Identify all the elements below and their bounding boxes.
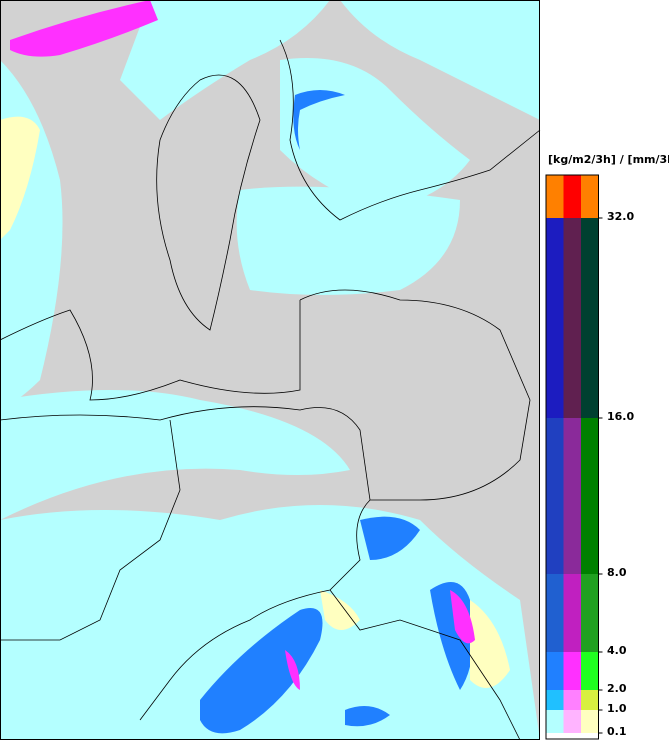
- area: [0, 505, 540, 740]
- colorbar-cell: [563, 690, 581, 710]
- colorbar-cell: [581, 175, 599, 218]
- coast: [279, 39, 541, 221]
- area: [450, 590, 475, 644]
- border: [0, 406, 371, 721]
- precip-mixed: [0, 116, 510, 688]
- tick-label: 0.1: [607, 725, 627, 738]
- colorbar-cell: [581, 574, 599, 652]
- legend-title: [kg/m2/3h] / [mm/3h]: [548, 153, 669, 166]
- colorbar-cell: [581, 218, 599, 418]
- colorbar-cell: [563, 574, 581, 652]
- colorbar-cell: [563, 710, 581, 733]
- colorbar-cell: [546, 690, 564, 710]
- map: [0, 0, 541, 741]
- borders: [0, 39, 541, 741]
- tick-label: 4.0: [607, 644, 627, 657]
- colorbar-cell: [563, 418, 581, 574]
- colorbar-cell: [563, 218, 581, 418]
- area: [293, 90, 345, 150]
- area: [320, 590, 360, 630]
- colorbar-cell: [563, 652, 581, 690]
- area: [470, 600, 510, 688]
- colorbar-cell: [546, 710, 564, 733]
- precip-snow: [10, 0, 475, 690]
- area: [200, 608, 323, 734]
- area: [120, 0, 330, 120]
- tick-label: 2.0: [607, 682, 627, 695]
- colorbar-cell: [546, 218, 564, 418]
- colorbar-cell: [581, 418, 599, 574]
- colorbar-frame: [545, 174, 599, 740]
- area: [10, 0, 158, 57]
- area: [340, 0, 540, 120]
- colorbar-cell: [581, 690, 599, 710]
- tick-label: 1.0: [607, 702, 627, 715]
- colorbar-cell: [581, 652, 599, 690]
- coast: [156, 74, 261, 331]
- area: [0, 116, 40, 240]
- tick-label: 8.0: [607, 566, 627, 579]
- border: [299, 289, 531, 501]
- area: [345, 706, 390, 727]
- precip-light: [0, 0, 540, 740]
- colorbar-cell: [546, 652, 564, 690]
- tick-label: 16.0: [607, 410, 634, 423]
- colorbar-cell: [546, 418, 564, 574]
- colorbar-cell: [563, 175, 581, 218]
- area: [360, 516, 420, 560]
- colorbar-cell: [546, 175, 564, 218]
- area: [285, 650, 300, 690]
- colorbar-cell: [546, 574, 564, 652]
- coast: [0, 300, 301, 401]
- area: [236, 186, 460, 295]
- border: [0, 419, 181, 641]
- tick-label: 32.0: [607, 210, 634, 223]
- border: [329, 589, 521, 741]
- colorbar-cell: [581, 710, 599, 733]
